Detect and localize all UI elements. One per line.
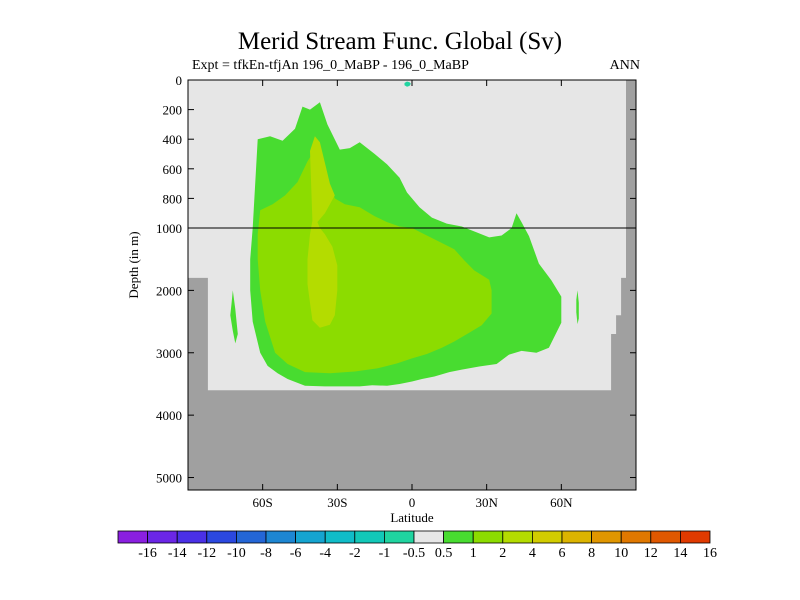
colorbar-label-0: -16 <box>138 546 157 561</box>
bathymetry-land <box>188 80 636 490</box>
colorbar-label-17: 12 <box>644 546 658 561</box>
x-axis-label: Latitude <box>390 510 434 525</box>
y-tick-label-7: 3000 <box>156 346 182 361</box>
x-axis-ticks: 60S 30S 0 30N 60N <box>253 80 573 510</box>
colorbar-label-12: 2 <box>499 546 506 561</box>
y-tick-label-0: 0 <box>176 73 183 88</box>
colorbar-swatch-14 <box>532 530 563 544</box>
colorbar-label-8: -1 <box>379 546 391 561</box>
colorbar-swatch-2 <box>176 530 208 544</box>
colorbar-label-14: 6 <box>559 546 566 561</box>
colorbar-label-18: 14 <box>673 546 687 561</box>
y-tick-label-1: 200 <box>163 103 183 118</box>
chart-subtitle-right: ANN <box>609 58 640 73</box>
colorbar-swatch-17 <box>620 530 652 544</box>
colorbar-label-4: -8 <box>260 546 272 561</box>
colorbar-label-2: -12 <box>197 546 216 561</box>
y-tick-label-4: 800 <box>163 191 183 206</box>
colorbar-swatch-19 <box>680 530 711 544</box>
y-tick-label-9: 5000 <box>156 471 182 486</box>
colorbar-swatch-11 <box>443 530 474 544</box>
chart-subtitle-left: Expt = tfkEn-tfjAn 196_0_MaBP - 196_0_Ma… <box>192 58 469 73</box>
colorbar-label-10: 0.5 <box>435 546 453 561</box>
colorbar-label-19: 16 <box>703 546 717 561</box>
contour-region-5 <box>576 290 579 325</box>
colorbar: -16 -14 -12 -10 -8 -6 -4 -2 -1 -0.5 0.5 1 2 4 6 8 10 12 14… <box>117 530 717 561</box>
colorbar-swatch-5 <box>265 530 297 544</box>
colorbar-swatch-8 <box>354 530 385 544</box>
colorbar-label-9: -0.5 <box>403 546 425 561</box>
colorbar-label-1: -14 <box>168 546 187 561</box>
colorbar-swatch-9 <box>383 530 415 544</box>
y-tick-label-5: 1000 <box>156 221 182 236</box>
colorbar-swatch-7 <box>324 530 356 544</box>
y-tick-label-6: 2000 <box>156 283 182 298</box>
colorbar-swatch-1 <box>147 530 178 544</box>
colorbar-label-5: -6 <box>290 546 302 561</box>
contour-region-2 <box>307 136 338 328</box>
colorbar-swatch-10 <box>413 530 445 544</box>
colorbar-swatch-12 <box>472 530 504 544</box>
colorbar-swatch-15 <box>561 530 593 544</box>
x-tick-label-3: 30N <box>475 495 498 510</box>
colorbar-label-6: -4 <box>319 546 331 561</box>
colorbar-label-16: 10 <box>614 546 628 561</box>
colorbar-swatch-13 <box>502 530 533 544</box>
y-axis-label: Depth (in m) <box>126 231 141 298</box>
y-tick-label-3: 600 <box>163 162 183 177</box>
chart-title: Merid Stream Func. Global (Sv) <box>237 28 563 55</box>
colorbar-label-11: 1 <box>470 546 477 561</box>
colorbar-swatch-3 <box>206 530 237 544</box>
x-tick-label-1: 30S <box>327 495 347 510</box>
colorbar-swatch-18 <box>650 530 681 544</box>
contour-regions <box>230 81 579 387</box>
colorbar-label-15: 8 <box>588 546 595 561</box>
y-axis-ticks: 0 200 400 600 800 1000 2000 3000 4000 5000 <box>156 73 636 486</box>
colorbar-swatch-16 <box>591 530 622 544</box>
colorbar-swatch-0 <box>117 530 149 544</box>
contour-region-4 <box>230 290 238 344</box>
colorbar-label-13: 4 <box>529 546 536 561</box>
y-tick-label-2: 400 <box>163 132 183 147</box>
x-tick-label-4: 60N <box>550 495 573 510</box>
x-tick-label-2: 0 <box>409 495 416 510</box>
y-tick-label-8: 4000 <box>156 408 182 423</box>
colorbar-swatch-6 <box>295 530 326 544</box>
colorbar-label-7: -2 <box>349 546 361 561</box>
colorbar-swatch-4 <box>235 530 267 544</box>
colorbar-label-3: -10 <box>227 546 246 561</box>
x-tick-label-0: 60S <box>253 495 273 510</box>
contour-region-3 <box>404 81 411 87</box>
